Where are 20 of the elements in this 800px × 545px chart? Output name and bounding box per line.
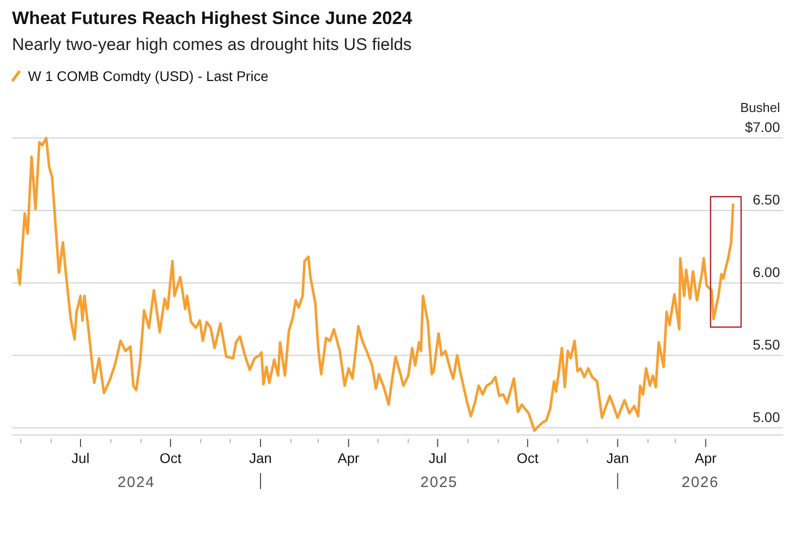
- y-tick-label: 6.00: [752, 264, 780, 280]
- y-tick-label: $7.00: [744, 119, 780, 135]
- y-tick-label: 6.50: [752, 191, 780, 208]
- x-tick-label: Oct: [516, 450, 539, 466]
- text: 2025: [420, 474, 458, 491]
- chart-subtitle: Nearly two-year high comes as drought hits US fields: [12, 35, 412, 54]
- y-tick-label: 5.00: [752, 408, 780, 425]
- x-tick-label: Apr: [338, 450, 360, 466]
- y-tick-label: 5.50: [752, 336, 780, 352]
- text: 2026: [682, 474, 720, 491]
- x-tick-label: Jul: [72, 450, 90, 466]
- chart-title: Wheat Futures Reach Highest Since June 2024: [12, 8, 412, 28]
- x-tick-label: Oct: [160, 450, 182, 466]
- x-tick-label: Apr: [694, 450, 717, 466]
- legend-label: W 1 COMB Comdty (USD) - Last Price: [28, 68, 269, 84]
- x-tick-label: Jan: [249, 450, 272, 466]
- text: 2024: [118, 474, 155, 491]
- x-tick-label: Jul: [428, 450, 447, 466]
- y-axis-title: Bushel: [740, 100, 780, 115]
- x-tick-label: Jan: [606, 450, 629, 466]
